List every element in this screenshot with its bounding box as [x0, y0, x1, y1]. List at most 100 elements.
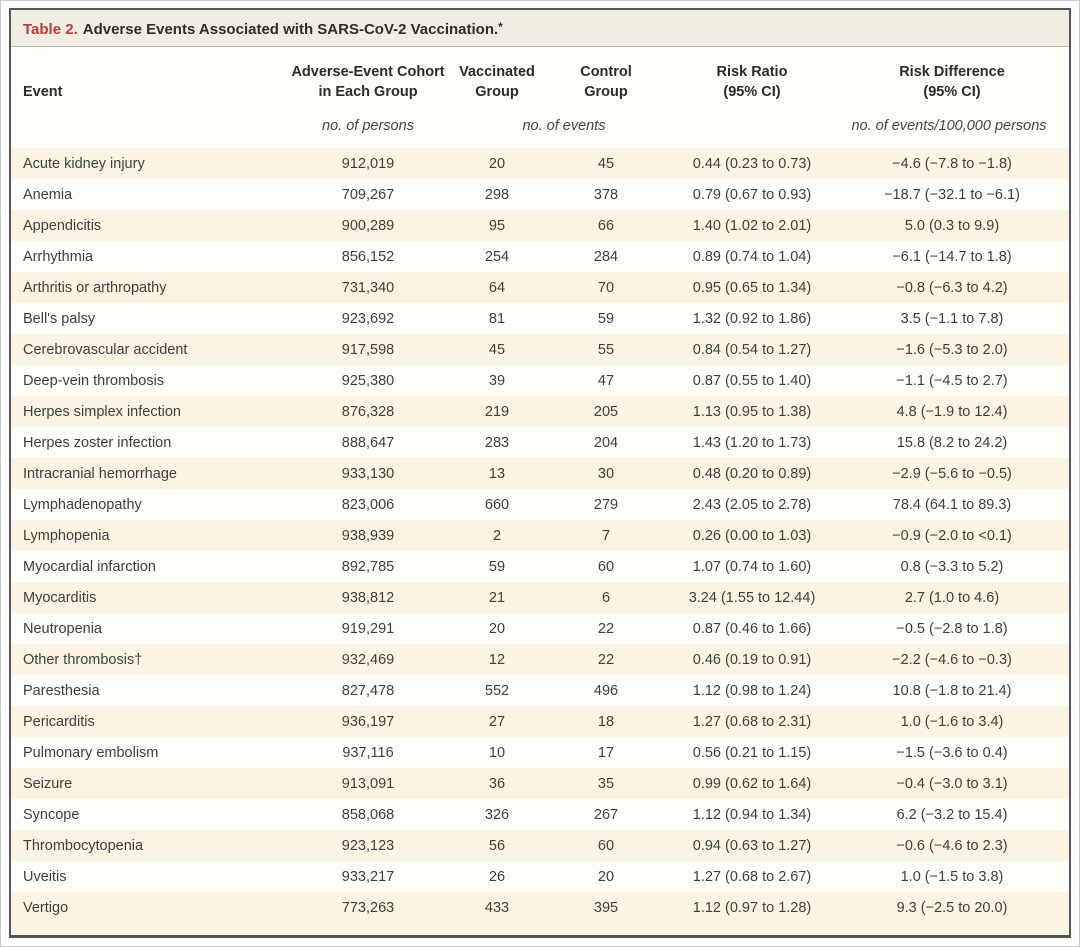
control-cell: 22 [597, 651, 615, 668]
control-cell: 7 [601, 527, 611, 544]
risk-ratio-cell: 0.94 (0.63 to 1.27) [692, 837, 812, 854]
units-risk-difference: no. of events/100,000 persons [851, 118, 1047, 134]
cohort-cell: 932,469 [341, 651, 395, 668]
vaccinated-cell: 13 [488, 465, 506, 482]
control-cell: 22 [597, 620, 615, 637]
vaccinated-cell: 298 [484, 186, 510, 203]
risk-difference-cell: 2.7 (1.0 to 4.6) [904, 589, 1000, 606]
column-header-control: Control Group [580, 64, 632, 100]
data-table: Event Adverse-Event Cohort in Each Group… [11, 47, 1069, 923]
table-row: Appendicitis 900,289 95 66 1.40 (1.02 to… [11, 210, 1069, 241]
vaccinated-cell: 2 [492, 527, 502, 544]
vaccinated-cell: 26 [488, 868, 506, 885]
table-row: Arthritis or arthropathy 731,340 64 70 0… [11, 272, 1069, 303]
table-row: Deep-vein thrombosis 925,380 39 47 0.87 … [11, 365, 1069, 396]
cohort-cell: 933,217 [341, 868, 395, 885]
control-cell: 70 [597, 279, 615, 296]
table-row: Myocarditis 938,812 21 6 3.24 (1.55 to 1… [11, 582, 1069, 613]
vaccinated-cell: 56 [488, 837, 506, 854]
risk-ratio-cell: 0.79 (0.67 to 0.93) [692, 186, 812, 203]
event-cell: Herpes zoster infection [23, 434, 172, 451]
risk-difference-cell: −0.4 (−3.0 to 3.1) [896, 775, 1008, 792]
control-cell: 18 [597, 713, 615, 730]
column-header-risk-difference: Risk Difference (95% CI) [899, 64, 1005, 100]
table-row: Lymphopenia 938,939 2 7 0.26 (0.00 to 1.… [11, 520, 1069, 551]
risk-ratio-cell: 1.12 (0.98 to 1.24) [692, 682, 812, 699]
risk-difference-cell: −1.5 (−3.6 to 0.4) [896, 744, 1008, 761]
vaccinated-cell: 283 [484, 434, 510, 451]
risk-difference-cell: −2.9 (−5.6 to −0.5) [892, 465, 1012, 482]
event-cell: Arthritis or arthropathy [23, 279, 167, 296]
risk-ratio-cell: 1.27 (0.68 to 2.67) [692, 868, 812, 885]
cohort-cell: 936,197 [341, 713, 395, 730]
footnote-asterisk-marker: * [498, 20, 503, 34]
control-cell: 17 [597, 744, 615, 761]
risk-ratio-cell: 0.26 (0.00 to 1.03) [692, 527, 812, 544]
risk-difference-cell: −1.6 (−5.3 to 2.0) [896, 341, 1008, 358]
control-cell: 496 [593, 682, 619, 699]
control-cell: 20 [597, 868, 615, 885]
vaccinated-cell: 95 [488, 217, 506, 234]
event-cell: Neutropenia [23, 620, 102, 637]
risk-difference-cell: −0.5 (−2.8 to 1.8) [896, 620, 1008, 637]
event-cell: Vertigo [23, 899, 69, 916]
vaccinated-cell: 39 [488, 372, 506, 389]
risk-ratio-cell: 0.89 (0.74 to 1.04) [692, 248, 812, 265]
column-header-cohort: Adverse-Event Cohort in Each Group [291, 64, 445, 100]
table-row: Acute kidney injury 912,019 20 45 0.44 (… [11, 148, 1069, 179]
risk-difference-cell: 6.2 (−3.2 to 15.4) [896, 806, 1008, 823]
risk-ratio-cell: 1.40 (1.02 to 2.01) [692, 217, 812, 234]
table-row: Cerebrovascular accident 917,598 45 55 0… [11, 334, 1069, 365]
event-cell: Herpes simplex infection [23, 403, 181, 420]
risk-ratio-cell: 0.95 (0.65 to 1.34) [692, 279, 812, 296]
vaccinated-cell: 433 [484, 899, 510, 916]
cohort-cell: 937,116 [342, 744, 394, 761]
risk-ratio-cell: 0.87 (0.55 to 1.40) [692, 372, 812, 389]
table-row: Thrombocytopenia 923,123 56 60 0.94 (0.6… [11, 830, 1069, 861]
risk-ratio-cell: 1.13 (0.95 to 1.38) [692, 403, 812, 420]
control-cell: 30 [597, 465, 615, 482]
event-cell: Lymphadenopathy [23, 496, 142, 513]
event-cell: Cerebrovascular accident [23, 341, 188, 358]
units-empty [11, 106, 281, 148]
table-row: Pericarditis 936,197 27 18 1.27 (0.68 to… [11, 706, 1069, 737]
table-row: Herpes simplex infection 876,328 219 205… [11, 396, 1069, 427]
cohort-cell: 912,019 [341, 155, 395, 172]
column-header-risk-ratio: Risk Ratio (95% CI) [716, 64, 788, 100]
risk-ratio-cell: 1.27 (0.68 to 2.31) [692, 713, 812, 730]
event-cell: Bell's palsy [23, 310, 96, 327]
event-cell: Myocardial infarction [23, 558, 156, 575]
cohort-cell: 913,091 [341, 775, 395, 792]
risk-ratio-cell: 3.24 (1.55 to 12.44) [688, 589, 816, 606]
event-cell: Intracranial hemorrhage [23, 465, 177, 482]
event-cell: Arrhythmia [23, 248, 94, 265]
control-cell: 279 [593, 496, 619, 513]
risk-ratio-cell: 0.84 (0.54 to 1.27) [692, 341, 812, 358]
event-cell: Lymphopenia [23, 527, 110, 544]
vaccinated-cell: 20 [488, 620, 506, 637]
risk-difference-cell: −1.1 (−4.5 to 2.7) [896, 372, 1008, 389]
table-row: Pulmonary embolism 937,116 10 17 0.56 (0… [11, 737, 1069, 768]
units-persons: no. of persons [322, 118, 414, 134]
event-cell: Anemia [23, 186, 73, 203]
control-cell: 60 [597, 837, 615, 854]
table-row: Vertigo 773,263 433 395 1.12 (0.97 to 1.… [11, 892, 1069, 923]
risk-ratio-cell: 1.12 (0.94 to 1.34) [692, 806, 812, 823]
cohort-cell: 923,692 [341, 310, 395, 327]
risk-difference-cell: 78.4 (64.1 to 89.3) [892, 496, 1012, 513]
vaccinated-cell: 219 [484, 403, 510, 420]
control-cell: 59 [597, 310, 615, 327]
control-cell: 55 [597, 341, 615, 358]
table-number-label: Table 2. [23, 21, 78, 38]
table-row: Myocardial infarction 892,785 59 60 1.07… [11, 551, 1069, 582]
vaccinated-cell: 45 [488, 341, 506, 358]
risk-ratio-cell: 1.32 (0.92 to 1.86) [692, 310, 812, 327]
vaccinated-cell: 20 [488, 155, 506, 172]
control-cell: 378 [593, 186, 619, 203]
vaccinated-cell: 12 [488, 651, 506, 668]
cohort-cell: 933,130 [341, 465, 395, 482]
risk-ratio-cell: 1.07 (0.74 to 1.60) [692, 558, 812, 575]
cohort-cell: 919,291 [341, 620, 395, 637]
event-cell: Thrombocytopenia [23, 837, 144, 854]
table-row: Neutropenia 919,291 20 22 0.87 (0.46 to … [11, 613, 1069, 644]
